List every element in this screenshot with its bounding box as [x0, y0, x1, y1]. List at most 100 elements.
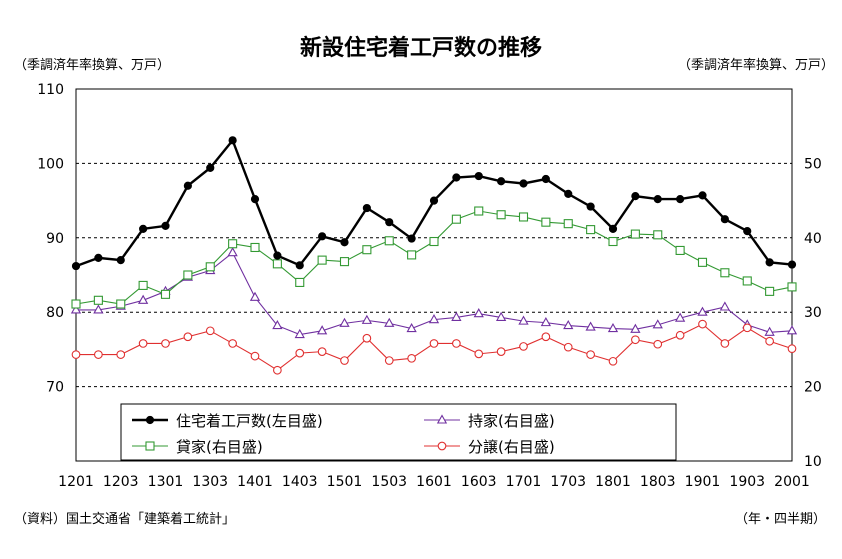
series-condo-point — [742, 323, 752, 333]
series-rental-point — [742, 276, 752, 286]
series-condo-point — [161, 339, 170, 348]
series-owner-point — [361, 314, 373, 324]
right-axis-ticks: 10 20 30 40 50 — [804, 156, 822, 470]
series-rental-point — [272, 259, 282, 269]
right-tick-label: 30 — [804, 305, 822, 321]
series-total-point — [787, 260, 797, 269]
series-total-point — [250, 195, 260, 204]
series-owner-point — [786, 325, 798, 335]
right-axis-unit-label: （季調済年率換算、万戸） — [677, 58, 834, 73]
x-tick-label: 1803 — [640, 474, 676, 490]
x-tick-label: 1603 — [461, 474, 497, 490]
series-condo-point — [787, 344, 797, 354]
series-rental-line — [75, 210, 793, 305]
series-rental-legend-label: 貸家(右目盛) — [176, 438, 263, 456]
series-total-legend: 住宅着工戸数(左目盛) — [132, 412, 323, 430]
series-condo-point — [384, 356, 394, 365]
series-total-point — [631, 192, 640, 201]
series-condo-point — [340, 356, 349, 365]
series-total-point — [385, 218, 394, 227]
x-tick-label: 1701 — [506, 474, 542, 490]
series-owner-point — [294, 328, 305, 339]
series-condo-point — [698, 319, 707, 329]
series-rental-point — [518, 212, 529, 222]
series-owner-point — [339, 317, 350, 327]
series-owner-point — [540, 316, 552, 327]
series-rental-point — [138, 280, 148, 290]
series-owner-point — [697, 306, 708, 316]
series-rental-point — [541, 217, 551, 227]
right-tick-label: 10 — [804, 454, 822, 470]
series-condo-point — [250, 351, 260, 361]
series-rental-point — [228, 239, 238, 249]
left-tick-label: 90 — [46, 231, 64, 247]
series-rental-point — [429, 236, 439, 247]
series-total-point — [519, 179, 528, 188]
series-rental-legend-point — [145, 441, 155, 451]
series-total-point — [116, 256, 125, 265]
series-condo-point — [653, 339, 663, 349]
series-rental-point — [205, 262, 215, 272]
series-total-point — [273, 251, 282, 260]
series-rental-point — [675, 245, 685, 255]
series-total-point — [407, 234, 416, 243]
legend: 住宅着工戸数(左目盛) 持家(右目盛) 貸家(右目盛) 分譲(右目盛) — [120, 403, 677, 461]
series-owner-point — [249, 291, 261, 301]
series-total-point — [586, 202, 595, 211]
series-condo-point — [563, 342, 573, 352]
left-tick-label: 110 — [37, 82, 64, 98]
series-condo-point — [183, 332, 193, 342]
series-condo-point — [608, 356, 618, 366]
series-condo-point — [138, 339, 148, 348]
series-total-point — [139, 224, 148, 233]
series-total-point — [743, 227, 752, 236]
series-total-point — [541, 174, 550, 184]
series-rental-point — [608, 236, 618, 247]
series-total-point — [564, 189, 573, 199]
series-total-legend-point — [145, 415, 155, 425]
series-total-point — [676, 195, 685, 204]
series-total-point — [429, 196, 439, 205]
series-condo-point — [407, 353, 416, 363]
series-owner-point — [137, 294, 149, 304]
x-tick-label: 1503 — [371, 474, 407, 490]
x-tick-label: 1303 — [192, 474, 228, 490]
series-rental-point — [295, 277, 305, 287]
series-owner-point — [585, 321, 596, 331]
series-condo — [71, 319, 797, 375]
series-rental-point — [586, 225, 596, 235]
series-rental-point — [407, 250, 417, 260]
series-total-point — [206, 163, 215, 172]
x-tick-label: 1201 — [58, 474, 94, 490]
series-total-point — [452, 173, 461, 182]
x-tick-label: 1601 — [416, 474, 452, 490]
series-rental-point — [787, 282, 797, 292]
series-rental-point — [250, 242, 260, 253]
series-owner-point — [652, 319, 663, 329]
series-rental-point — [362, 245, 372, 255]
series-condo-point — [273, 365, 282, 375]
series-owner-point — [674, 312, 686, 322]
series-owner-point — [518, 315, 529, 325]
series-total-point — [161, 221, 170, 230]
series-owner-point — [428, 314, 440, 324]
series-total — [71, 136, 797, 271]
series-total-point — [720, 215, 729, 224]
series-rental-point — [496, 210, 506, 220]
x-axis-unit-label: （年・四半期） — [734, 512, 826, 527]
x-tick-label: 1403 — [282, 474, 318, 490]
series-total-point — [497, 177, 506, 186]
series-owner-point — [719, 301, 731, 311]
x-tick-label: 1301 — [148, 474, 184, 490]
series-condo-point — [317, 347, 327, 356]
x-tick-label: 2001 — [774, 474, 810, 490]
series-rental-point — [563, 219, 573, 229]
series-rental-point — [317, 255, 327, 265]
left-tick-label: 100 — [37, 156, 64, 172]
series-owner-point — [406, 322, 417, 333]
series-rental-point — [71, 299, 81, 309]
series-owner-point — [93, 304, 104, 314]
chart-title: 新設住宅着工戸数の推移 — [299, 36, 542, 61]
series-condo-point — [496, 347, 506, 356]
